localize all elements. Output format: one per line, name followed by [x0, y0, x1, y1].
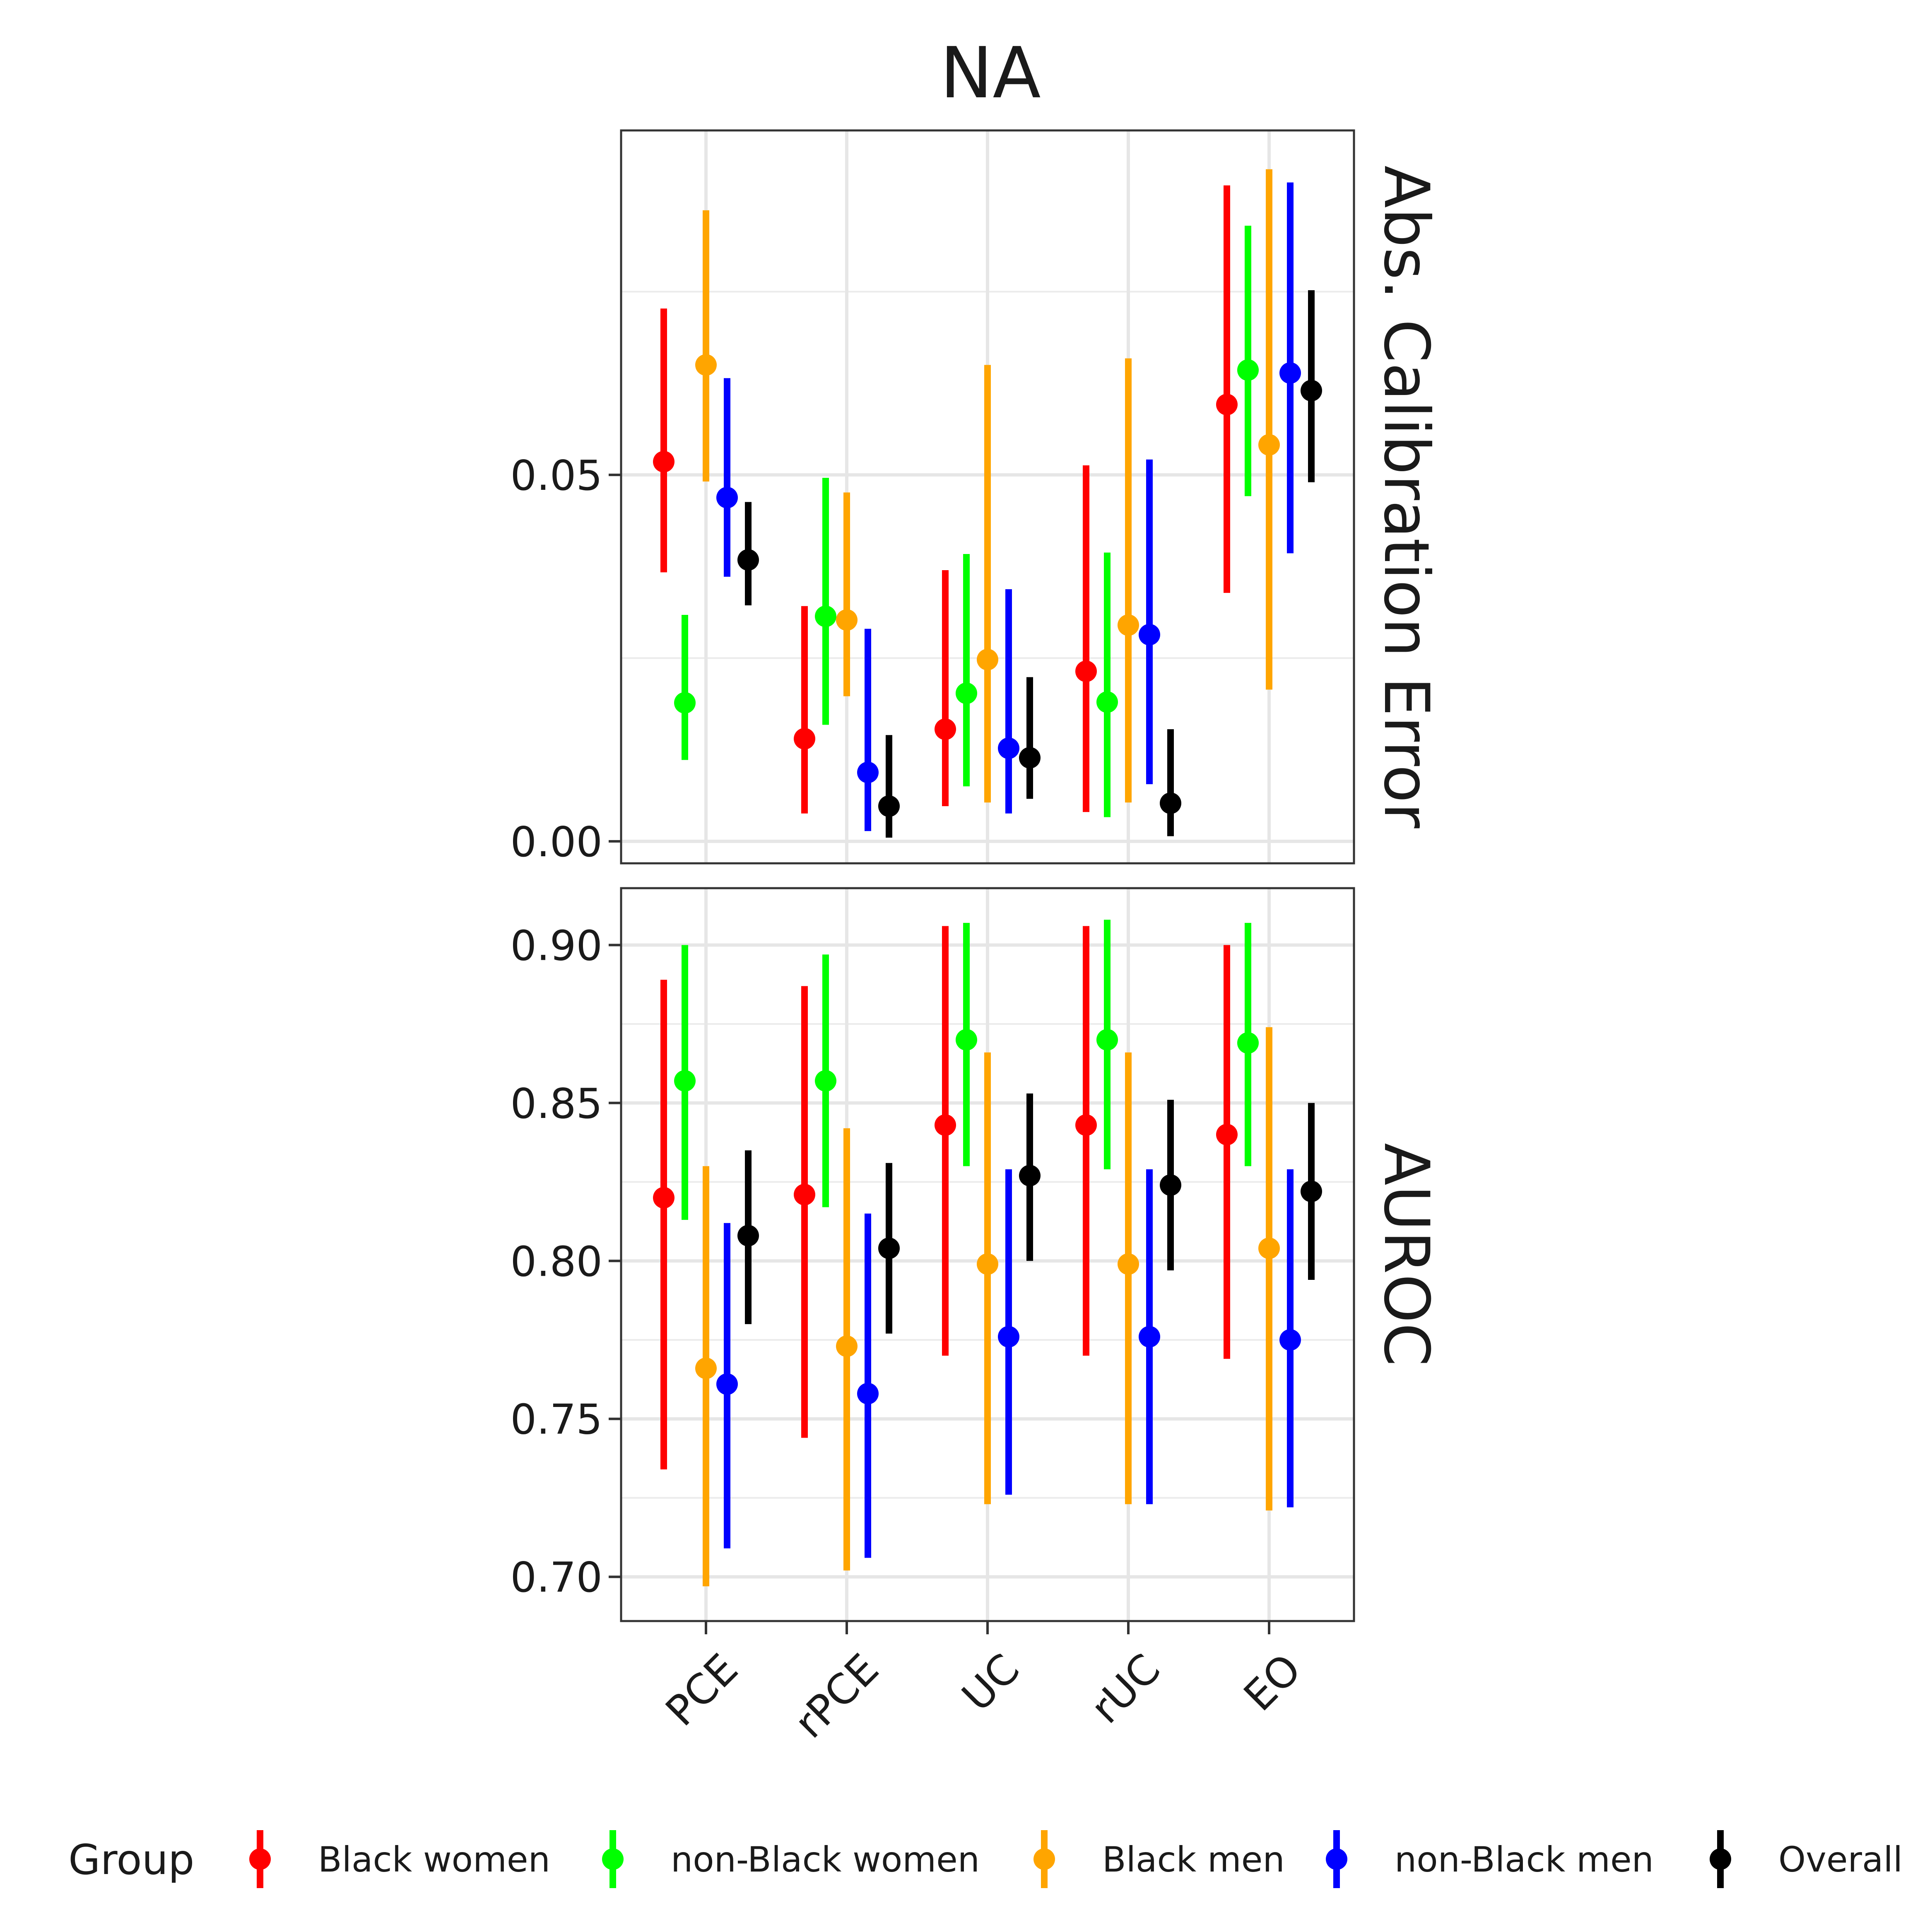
- data-point: [1096, 691, 1118, 713]
- x-axis: PCE rPCE UC rUC EO: [656, 1621, 1310, 1747]
- legend-label: Black men: [1102, 1839, 1285, 1880]
- data-point: [695, 1357, 717, 1379]
- data-point: [1118, 614, 1139, 636]
- data-point: [1237, 359, 1259, 381]
- data-point: [737, 1225, 759, 1247]
- legend-label: Black women: [318, 1839, 550, 1880]
- data-point: [998, 737, 1019, 759]
- y-tick-label: 0.85: [510, 1079, 602, 1128]
- data-point: [1216, 393, 1238, 415]
- panel-1: 0.00 0.05 Abs. Calibration Error: [510, 129, 1442, 866]
- panel-strip-label: Abs. Calibration Error: [1370, 166, 1442, 829]
- data-point: [695, 354, 717, 376]
- data-point: [977, 1253, 998, 1275]
- data-point: [1139, 624, 1160, 646]
- data-point: [1139, 1326, 1160, 1348]
- data-point: [1279, 1329, 1301, 1351]
- data-point: [836, 1335, 858, 1357]
- y-tick-label: 0.75: [510, 1395, 602, 1444]
- data-point: [1216, 1124, 1238, 1146]
- data-point: [815, 1070, 836, 1092]
- data-point: [1258, 1237, 1280, 1259]
- data-point: [1258, 434, 1280, 456]
- data-point: [716, 487, 738, 508]
- data-point: [1118, 1253, 1139, 1275]
- legend-key-point: [1710, 1848, 1731, 1870]
- y-tick-label: 0.80: [510, 1237, 602, 1286]
- data-point: [716, 1373, 738, 1395]
- data-point: [1160, 792, 1181, 814]
- x-tick-label: rPCE: [785, 1645, 888, 1748]
- data-point: [956, 682, 977, 704]
- x-tick-label: PCE: [656, 1645, 747, 1735]
- x-tick-label: UC: [953, 1645, 1029, 1721]
- data-point: [857, 1383, 879, 1404]
- panel-2: 0.70 0.75 0.80 0.85 0.90 AUROC: [510, 887, 1442, 1622]
- legend-label: Overall: [1778, 1839, 1903, 1880]
- data-point: [1075, 660, 1097, 682]
- data-point: [1279, 362, 1301, 384]
- panel-border: [620, 129, 1355, 865]
- data-point: [1237, 1032, 1259, 1054]
- y-tick-label: 0.90: [510, 921, 602, 970]
- data-point: [878, 1237, 900, 1259]
- y-tick-label: 0.05: [510, 451, 602, 500]
- data-point: [1019, 747, 1041, 769]
- data-point: [956, 1029, 977, 1051]
- x-tick-label: EO: [1235, 1645, 1310, 1720]
- legend-key-point: [602, 1848, 624, 1870]
- data-point: [935, 1114, 956, 1136]
- data-point: [1160, 1174, 1181, 1196]
- legend-label: non-Black women: [671, 1839, 980, 1880]
- legend-title: Group: [68, 1836, 194, 1884]
- chart-title: NA: [940, 32, 1041, 114]
- data-point: [998, 1326, 1019, 1348]
- data-point: [653, 451, 675, 473]
- data-point: [815, 605, 836, 627]
- data-point: [1075, 1114, 1097, 1136]
- legend-key-point: [1326, 1848, 1347, 1870]
- data-point: [674, 1070, 696, 1092]
- data-point: [1301, 380, 1322, 402]
- data-point: [1019, 1165, 1041, 1187]
- legend-key-point: [249, 1848, 271, 1870]
- data-point: [737, 549, 759, 571]
- y-tick-label: 0.70: [510, 1553, 602, 1602]
- data-point: [935, 718, 956, 740]
- legend-key-point: [1033, 1848, 1055, 1870]
- data-point: [878, 795, 900, 817]
- data-point: [1096, 1029, 1118, 1051]
- data-point: [794, 1184, 815, 1206]
- panels-layer: 0.000.05 Abs. Calibration Error0.700.750.…: [510, 129, 1442, 1622]
- data-point: [977, 648, 998, 670]
- legend-label: non-Black men: [1395, 1839, 1654, 1880]
- data-point: [794, 728, 815, 750]
- panel-strip-label: AUROC: [1370, 1143, 1442, 1366]
- legend: Group Black women non-Black women Black men…: [68, 1830, 1903, 1888]
- x-tick-label: rUC: [1082, 1645, 1170, 1733]
- data-point: [1301, 1180, 1322, 1202]
- y-tick-label: 0.00: [510, 818, 602, 866]
- data-point: [674, 692, 696, 714]
- data-point: [836, 609, 858, 631]
- data-point: [857, 761, 879, 783]
- data-point: [653, 1187, 675, 1209]
